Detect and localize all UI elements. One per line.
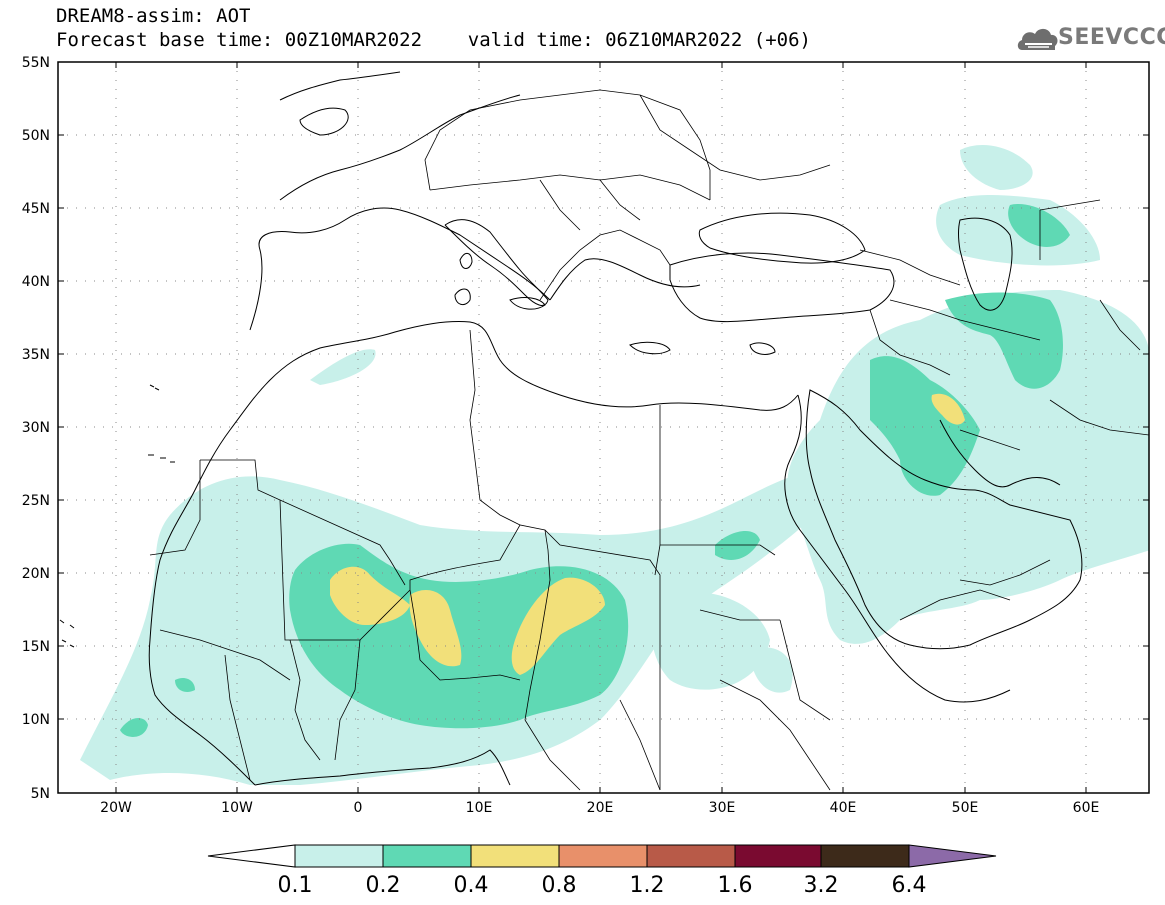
colorbar-swatch xyxy=(382,844,472,868)
lat-label: 5N xyxy=(31,786,50,802)
colorbar-label: 1.2 xyxy=(630,873,665,898)
colorbar-label: 0.1 xyxy=(278,873,313,898)
logo-text: SEEVCCC xyxy=(1058,25,1165,50)
lat-labels: 55N 50N 45N 40N 35N 30N 25N 20N 15N 10N … xyxy=(22,55,50,802)
lat-ticks xyxy=(58,61,1149,794)
lon-label: 0 xyxy=(354,800,363,816)
lon-label: 20W xyxy=(100,800,132,816)
map-title: DREAM8-assim: AOT xyxy=(56,5,251,27)
lon-ticks xyxy=(115,62,1087,793)
lat-label: 25N xyxy=(22,493,50,509)
lon-label: 10W xyxy=(221,800,253,816)
country-borders xyxy=(149,89,1149,791)
lon-label: 20E xyxy=(587,800,614,816)
lat-label: 20N xyxy=(22,566,50,582)
seevccc-logo xyxy=(1017,28,1058,50)
lat-label: 55N xyxy=(22,55,50,71)
colorbar-label: 3.2 xyxy=(804,873,839,898)
colorbar-low-arrow xyxy=(207,844,296,868)
lon-label: 50E xyxy=(952,800,979,816)
colorbar-swatch xyxy=(646,844,736,868)
colorbar-swatch xyxy=(734,844,822,868)
colorbar-label: 0.4 xyxy=(454,873,489,898)
colorbar-label: 0.2 xyxy=(366,873,401,898)
colorbar-label: 1.6 xyxy=(718,873,753,898)
lat-label: 40N xyxy=(22,274,50,290)
lon-label: 10E xyxy=(466,800,493,816)
coastlines xyxy=(59,71,1083,786)
lon-label: 40E xyxy=(830,800,857,816)
map-plot-area xyxy=(58,62,1149,793)
colorbar-label: 0.8 xyxy=(542,873,577,898)
lon-label: 60E xyxy=(1073,800,1100,816)
colorbar-swatch xyxy=(470,844,560,868)
colorbar-swatch xyxy=(294,844,384,868)
lat-label: 10N xyxy=(22,712,50,728)
lon-label: 30E xyxy=(709,800,736,816)
lat-label: 35N xyxy=(22,347,50,363)
lat-label: 50N xyxy=(22,128,50,144)
lat-label: 30N xyxy=(22,420,50,436)
colorbar-high-arrow xyxy=(908,844,997,868)
colorbar-labels: 0.1 0.2 0.4 0.8 1.2 1.6 3.2 6.4 xyxy=(278,873,927,898)
cloud-icon xyxy=(1017,28,1058,50)
colorbar-swatch xyxy=(558,844,648,868)
lat-label: 45N xyxy=(22,201,50,217)
lon-labels: 20W 10W 0 10E 20E 30E 40E 50E 60E xyxy=(100,800,1099,816)
colorbar xyxy=(207,844,997,868)
lat-label: 15N xyxy=(22,639,50,655)
colorbar-swatch xyxy=(820,844,910,868)
forecast-time-line: Forecast base time: 00Z10MAR2022 valid t… xyxy=(56,29,811,51)
colorbar-label: 6.4 xyxy=(892,873,927,898)
